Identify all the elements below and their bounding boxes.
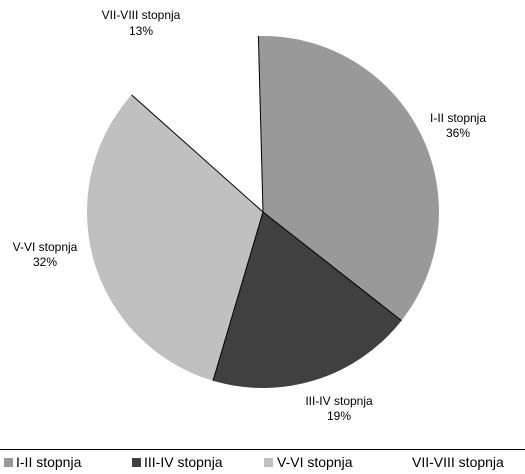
pie-slice-border-1 bbox=[262, 211, 402, 321]
slice-label-2-name: V-VI stopnja bbox=[13, 240, 78, 254]
pie-slice-3 bbox=[131, 36, 263, 213]
pie-slice-1 bbox=[213, 212, 402, 388]
slice-label-0-name: I-II stopnja bbox=[430, 111, 486, 125]
legend-label-3: VII-VIII stopnja bbox=[412, 454, 504, 470]
pie-slice-border-2 bbox=[212, 211, 264, 381]
slice-label-3-name: VII-VIII stopnja bbox=[102, 8, 181, 22]
pie-slices bbox=[86, 35, 440, 388]
legend-item-1: III-IV stopnja bbox=[132, 454, 223, 470]
pie-slice-border-0 bbox=[257, 36, 264, 213]
legend-swatch-1 bbox=[132, 458, 141, 467]
legend-item-3: VII-VIII stopnja bbox=[400, 454, 504, 470]
legend-label-2: V-VI stopnja bbox=[277, 454, 353, 470]
slice-label-2-value: 32% bbox=[33, 255, 57, 269]
legend-swatch-3 bbox=[400, 458, 409, 467]
slice-label-3-value: 13% bbox=[129, 24, 153, 38]
pie-slice-2 bbox=[86, 94, 264, 381]
legend: I-II stopnja III-IV stopnja V-VI stopnja… bbox=[4, 454, 504, 470]
pie-slice-labels: I-II stopnja 36% III-IV stopnja 19% V-VI… bbox=[13, 8, 487, 423]
legend-label-1: III-IV stopnja bbox=[144, 454, 223, 470]
slice-label-0-value: 36% bbox=[446, 126, 470, 140]
slice-label-1-name: III-IV stopnja bbox=[305, 394, 373, 408]
legend-item-2: V-VI stopnja bbox=[264, 454, 353, 470]
legend-item-0: I-II stopnja bbox=[4, 454, 82, 470]
pie-slice-border-3 bbox=[131, 94, 264, 213]
legend-swatch-0 bbox=[4, 458, 13, 467]
legend-swatch-2 bbox=[264, 458, 273, 467]
pie-slice-0 bbox=[258, 35, 440, 321]
legend-label-0: I-II stopnja bbox=[16, 454, 82, 470]
slice-label-1-value: 19% bbox=[327, 409, 351, 423]
